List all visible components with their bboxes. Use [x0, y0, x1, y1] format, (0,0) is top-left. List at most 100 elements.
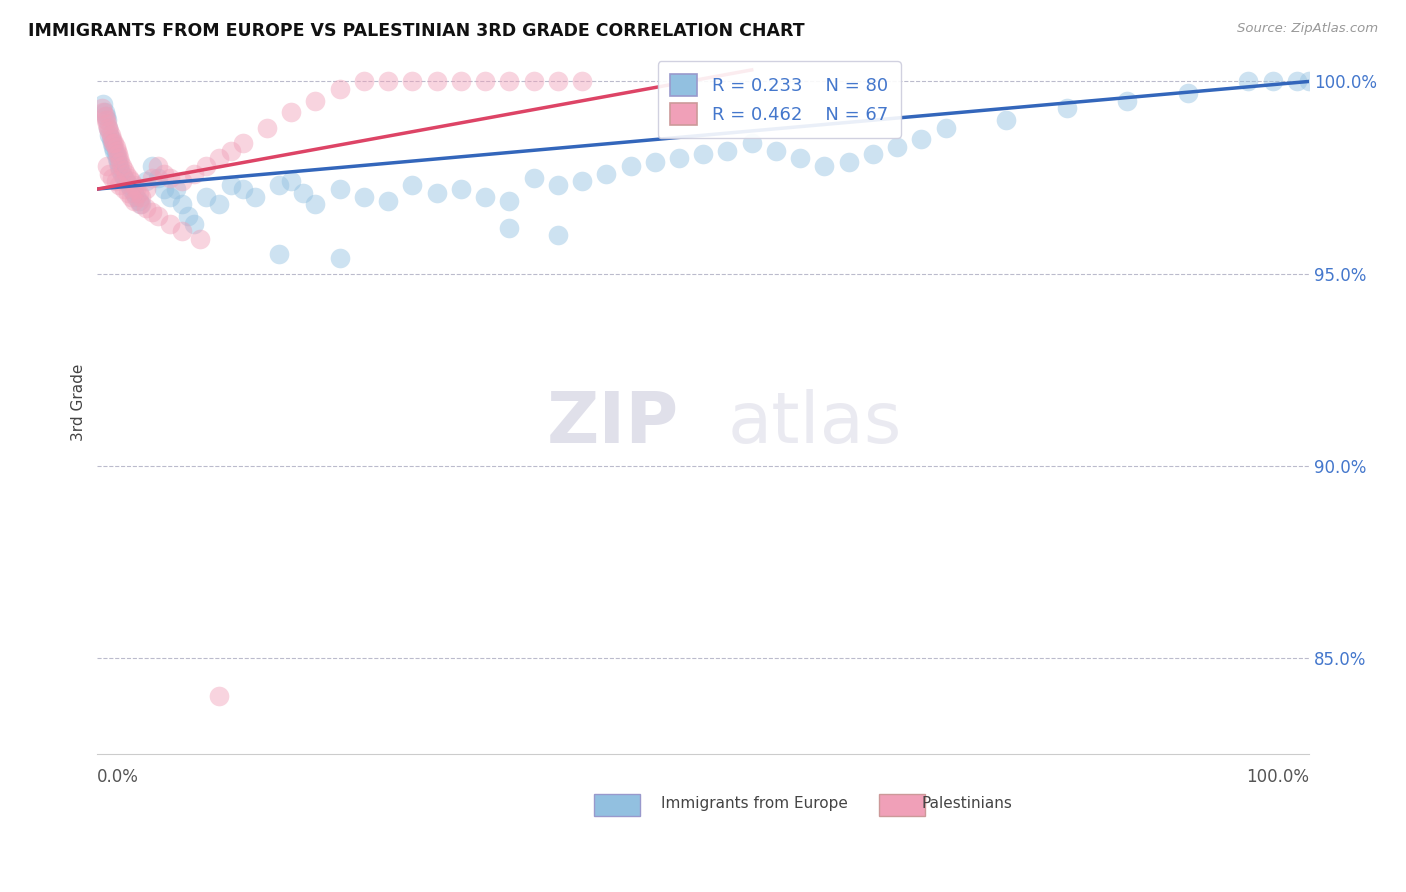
- Point: [93, 109, 115, 123]
- Point: [122, 178, 145, 193]
- Point: [135, 201, 157, 215]
- Point: [765, 144, 787, 158]
- Point: [498, 194, 520, 208]
- Point: [141, 170, 163, 185]
- Point: [115, 167, 138, 181]
- Point: [377, 74, 399, 88]
- Point: [716, 144, 738, 158]
- Point: [97, 120, 120, 135]
- Point: [474, 74, 496, 88]
- Point: [101, 170, 124, 185]
- Point: [108, 159, 131, 173]
- Point: [619, 159, 641, 173]
- Point: [101, 136, 124, 150]
- Point: [93, 97, 115, 112]
- Point: [93, 105, 115, 120]
- Point: [232, 182, 254, 196]
- Point: [304, 94, 326, 108]
- Point: [522, 74, 544, 88]
- Point: [195, 190, 218, 204]
- Point: [269, 247, 291, 261]
- Point: [115, 174, 138, 188]
- Point: [100, 128, 122, 143]
- Point: [304, 197, 326, 211]
- Point: [280, 105, 302, 120]
- Point: [886, 140, 908, 154]
- Point: [280, 174, 302, 188]
- Point: [108, 178, 131, 193]
- Text: ZIP: ZIP: [547, 389, 679, 458]
- Point: [96, 117, 118, 131]
- Point: [292, 186, 315, 200]
- Point: [104, 147, 127, 161]
- Point: [329, 182, 352, 196]
- Point: [838, 155, 860, 169]
- Point: [141, 205, 163, 219]
- Point: [94, 109, 117, 123]
- Point: [426, 186, 449, 200]
- Point: [146, 209, 169, 223]
- Point: [103, 144, 125, 158]
- Text: 0.0%: 0.0%: [97, 768, 139, 786]
- Point: [153, 167, 176, 181]
- Y-axis label: 3rd Grade: 3rd Grade: [72, 364, 86, 441]
- Point: [219, 178, 242, 193]
- Point: [450, 182, 472, 196]
- Point: [120, 190, 142, 204]
- FancyBboxPatch shape: [595, 794, 640, 816]
- Point: [105, 151, 128, 165]
- Point: [183, 217, 205, 231]
- Point: [813, 159, 835, 173]
- Text: Immigrants from Europe: Immigrants from Europe: [661, 796, 848, 811]
- Point: [644, 155, 666, 169]
- Point: [426, 74, 449, 88]
- Point: [1177, 86, 1199, 100]
- Point: [547, 178, 569, 193]
- Point: [128, 194, 150, 208]
- Point: [450, 74, 472, 88]
- Point: [401, 178, 423, 193]
- Point: [571, 174, 593, 188]
- Point: [105, 144, 128, 158]
- Point: [377, 194, 399, 208]
- Point: [1116, 94, 1139, 108]
- Point: [107, 155, 129, 169]
- Point: [97, 120, 120, 135]
- Point: [1237, 74, 1260, 88]
- Legend: R = 0.233    N = 80, R = 0.462    N = 67: R = 0.233 N = 80, R = 0.462 N = 67: [658, 62, 901, 137]
- Point: [547, 228, 569, 243]
- Point: [103, 136, 125, 150]
- Point: [995, 112, 1018, 127]
- Point: [668, 151, 690, 165]
- Point: [159, 190, 181, 204]
- Point: [401, 74, 423, 88]
- Point: [172, 197, 194, 211]
- Point: [112, 170, 135, 185]
- Point: [110, 159, 132, 173]
- Point: [135, 182, 157, 196]
- Point: [571, 74, 593, 88]
- Point: [741, 136, 763, 150]
- Point: [120, 182, 142, 196]
- Point: [129, 197, 152, 211]
- Point: [96, 159, 118, 173]
- Point: [353, 190, 375, 204]
- Point: [118, 178, 141, 193]
- Point: [135, 174, 157, 188]
- Point: [125, 190, 148, 204]
- Point: [910, 132, 932, 146]
- Point: [1285, 74, 1308, 88]
- Point: [91, 101, 114, 115]
- Point: [789, 151, 811, 165]
- Text: atlas: atlas: [727, 389, 901, 458]
- Point: [104, 140, 127, 154]
- Text: 100.0%: 100.0%: [1246, 768, 1309, 786]
- Point: [172, 174, 194, 188]
- Point: [153, 182, 176, 196]
- Point: [474, 190, 496, 204]
- Point: [94, 112, 117, 127]
- Point: [93, 105, 115, 120]
- Point: [128, 197, 150, 211]
- Point: [1298, 74, 1320, 88]
- Point: [353, 74, 375, 88]
